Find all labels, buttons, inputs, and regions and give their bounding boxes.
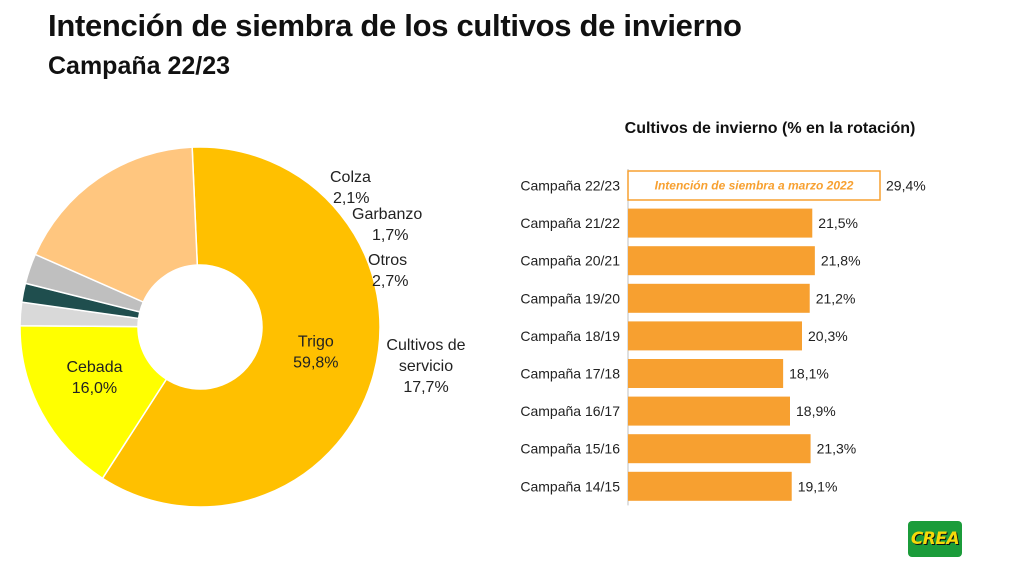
page-subtitle: Campaña 22/23 (48, 52, 231, 80)
bar-value-label: 21,8% (821, 253, 861, 269)
donut-label-cultivos-de-servicio: servicio (399, 358, 453, 375)
bar-category-label: Campaña 20/21 (520, 253, 620, 269)
bar-category-label: Campaña 17/18 (520, 366, 620, 382)
bar-campana-19-20 (628, 283, 810, 313)
bar-category-label: Campaña 21/22 (520, 215, 620, 231)
bar-value-label: 21,2% (816, 290, 856, 306)
donut-label-trigo: Trigo (298, 333, 334, 350)
bar-category-label: Campaña 14/15 (520, 478, 620, 494)
donut-label-cebada: Cebada (66, 359, 122, 376)
donut-value-cebada: 16,0% (72, 380, 117, 397)
donut-value-garbanzo: 1,7% (372, 227, 408, 244)
bar-value-label: 19,1% (798, 478, 838, 494)
bar-campana-14-15 (628, 471, 792, 501)
donut-label-otros: Otros (368, 252, 407, 269)
bar-category-label: Campaña 18/19 (520, 328, 620, 344)
donut-label-garbanzo: Garbanzo (352, 206, 422, 223)
bar-category-label: Campaña 19/20 (520, 290, 620, 306)
bar-campana-16-17 (628, 396, 790, 426)
bar-value-label: 18,1% (789, 366, 829, 382)
bar-category-label: Campaña 16/17 (520, 403, 620, 419)
bar-campana-22-23 (627, 170, 881, 201)
donut-slice-cebada (19, 325, 168, 480)
crea-logo-text: CREA (910, 529, 960, 549)
bar-category-label: Campaña 22/23 (520, 178, 620, 194)
donut-label-colza: Colza (330, 169, 371, 186)
donut-chart: Trigo 59,8% Cebada 16,0% Colza 2,1%Garbanzo 1,… (19, 146, 466, 508)
donut-value-cultivos-de-servicio: 17,7% (403, 379, 448, 396)
donut-slice-trigo (101, 146, 381, 508)
donut-label-cultivos-de-servicio: Cultivos de (386, 337, 465, 354)
bar-campana-21-22 (628, 208, 813, 238)
bar-chart-title: Cultivos de invierno (% en la rotación) (625, 120, 916, 137)
bar-category-label: Campaña 15/16 (520, 441, 620, 457)
donut-value-otros: 2,7% (372, 273, 408, 290)
bar-annotation: Intención de siembra a marzo 2022 (655, 179, 854, 193)
bar-value-label: 18,9% (796, 403, 836, 419)
donut-value-trigo: 59,8% (293, 354, 338, 371)
bar-campana-18-19 (628, 321, 802, 351)
bar-value-label: 29,4% (886, 178, 926, 194)
crea-logo: CREA (908, 521, 962, 557)
page-title: Intención de siembra de los cultivos de … (48, 8, 742, 43)
bar-value-label: 20,3% (808, 328, 848, 344)
bar-campana-15-16 (628, 434, 811, 464)
bar-value-label: 21,5% (818, 215, 858, 231)
donut-slice-cultivos-de-servicio (34, 146, 199, 303)
bar-value-label: 21,3% (817, 441, 857, 457)
bar-campana-17-18 (628, 359, 784, 388)
donut-value-colza: 2,1% (333, 190, 369, 207)
bar-campana-20-21 (628, 246, 815, 276)
